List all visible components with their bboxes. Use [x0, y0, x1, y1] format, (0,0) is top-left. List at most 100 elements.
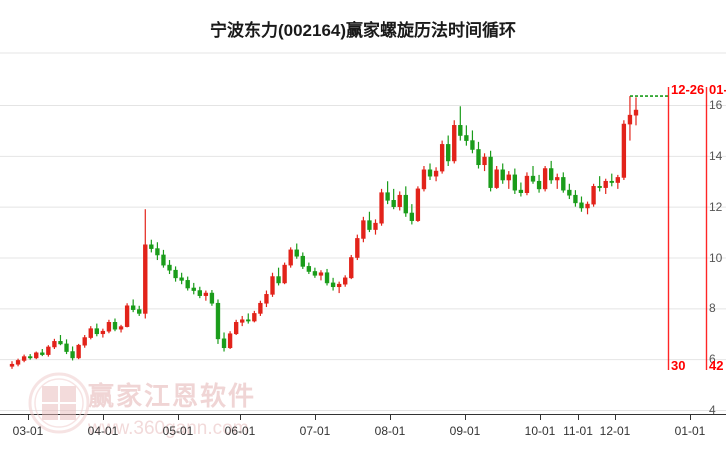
x-axis-tick-label: 12-01 — [599, 424, 631, 438]
candle — [506, 171, 511, 189]
x-axis-tick-label: 06-01 — [224, 424, 256, 438]
candle — [240, 315, 245, 327]
candle — [246, 313, 251, 324]
candle — [46, 345, 51, 357]
candle — [167, 260, 172, 275]
x-axis-tick-label: 05-01 — [162, 424, 194, 438]
cycle-marker-label: 30 — [671, 358, 686, 373]
candle — [306, 262, 312, 275]
candle — [415, 186, 421, 222]
candle — [276, 267, 281, 286]
candle — [185, 276, 190, 291]
candle — [258, 300, 263, 316]
candle — [155, 242, 160, 261]
candle — [137, 305, 142, 316]
x-axis-tick-label: 11-01 — [563, 424, 593, 438]
candle — [573, 190, 578, 207]
candle — [379, 188, 384, 226]
candle — [203, 290, 209, 301]
candle — [94, 323, 99, 337]
candle — [458, 106, 463, 141]
candle — [488, 150, 493, 192]
candle — [355, 234, 360, 261]
candle — [82, 335, 87, 348]
candle — [464, 125, 469, 146]
candle — [252, 310, 257, 323]
cycle-marker-label: 01- — [709, 82, 726, 97]
candle — [427, 163, 433, 180]
candle — [439, 140, 445, 174]
candle — [524, 172, 530, 196]
candle — [367, 211, 372, 233]
candle — [603, 178, 608, 194]
candle — [561, 172, 566, 193]
candle — [209, 290, 215, 306]
candle — [615, 174, 621, 189]
candle — [446, 135, 451, 166]
candle — [633, 97, 639, 126]
candle — [482, 153, 487, 172]
candle — [312, 267, 318, 278]
candle — [452, 120, 457, 164]
candle — [403, 186, 408, 217]
candle — [191, 282, 196, 295]
candle — [88, 326, 93, 340]
candle — [530, 166, 536, 184]
candle — [518, 182, 524, 197]
candle — [118, 324, 124, 333]
candle — [579, 196, 584, 212]
candle — [470, 130, 475, 154]
candle — [324, 268, 330, 286]
candle — [500, 163, 505, 184]
candle — [15, 358, 21, 367]
candle — [421, 166, 427, 192]
candle — [476, 141, 481, 169]
candle — [549, 160, 554, 184]
candle — [161, 249, 166, 268]
x-axis-tick-label: 07-01 — [299, 424, 331, 438]
candle — [130, 299, 136, 313]
candle — [282, 262, 287, 285]
candle — [542, 166, 548, 192]
x-axis-tick-label: 09-01 — [449, 424, 481, 438]
y-axis-tick-label: 8 — [709, 301, 716, 316]
y-axis-tick-label: 14 — [709, 148, 723, 163]
candle — [64, 339, 69, 355]
candle — [567, 183, 572, 200]
candle — [300, 252, 305, 269]
y-axis-tick-label: 10 — [709, 250, 723, 265]
candle — [349, 254, 354, 280]
candle — [391, 188, 396, 210]
candle — [76, 343, 81, 360]
candle — [385, 181, 390, 205]
candle — [361, 216, 366, 243]
candle — [536, 174, 542, 193]
candle — [585, 201, 590, 215]
candle — [330, 277, 336, 291]
x-axis-tick-label: 08-01 — [374, 424, 406, 438]
x-axis-tick-label: 01-01 — [674, 424, 706, 438]
candle — [34, 351, 39, 360]
candle — [58, 335, 63, 346]
candle — [233, 319, 239, 336]
candle — [27, 354, 33, 360]
candle — [112, 318, 118, 332]
y-axis-tick-label: 6 — [709, 352, 716, 367]
y-axis-tick-label: 4 — [709, 403, 716, 417]
page-title: 宁波东力(002164)赢家螺旋历法时间循环 — [209, 21, 517, 40]
candle — [512, 168, 518, 194]
candle — [9, 361, 15, 369]
candle — [100, 328, 106, 338]
y-axis-tick-label: 12 — [709, 199, 723, 214]
candle — [494, 166, 499, 189]
candle — [227, 331, 233, 349]
candle — [621, 120, 627, 180]
x-axis-tick-label: 04-01 — [87, 424, 119, 438]
x-axis-tick-label: 03-01 — [12, 424, 44, 438]
candle — [173, 266, 178, 282]
candle — [197, 286, 202, 299]
candle — [373, 219, 378, 235]
candle — [336, 281, 342, 294]
